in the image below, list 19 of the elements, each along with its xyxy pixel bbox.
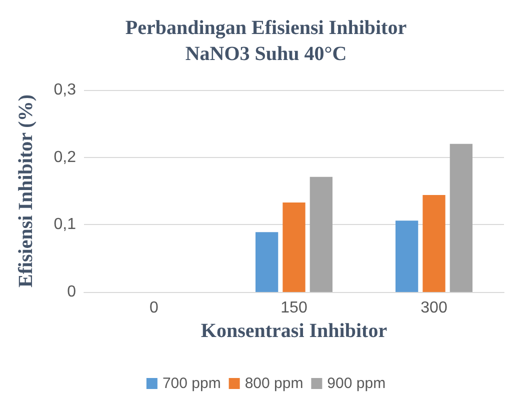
bar — [422, 195, 446, 292]
bar — [310, 176, 332, 292]
y-tick-label: 0,1 — [54, 216, 76, 234]
legend-label: 900 ppm — [327, 375, 386, 392]
y-tick-label: 0,2 — [54, 148, 76, 166]
bar — [450, 144, 472, 292]
legend-label: 800 ppm — [244, 375, 304, 392]
bar — [282, 202, 306, 292]
x-tick-label: 0 — [150, 300, 159, 316]
bar — [256, 232, 278, 292]
y-tick-label: 0,3 — [54, 82, 76, 98]
y-tick-label: 0 — [67, 284, 76, 300]
bar — [396, 220, 418, 292]
y-axis-title: Efisiensi Inhibitor (%) — [15, 94, 37, 288]
legend-label: 700 ppm — [162, 375, 221, 392]
x-tick-label: 150 — [280, 300, 308, 316]
chart-title: Perbandingan Efisiensi Inhibitor NaNO3 Suhu 40°C — [125, 17, 407, 65]
x-axis-title: Konsentrasi Inhibitor — [200, 320, 388, 342]
x-tick-label: 300 — [420, 300, 448, 316]
